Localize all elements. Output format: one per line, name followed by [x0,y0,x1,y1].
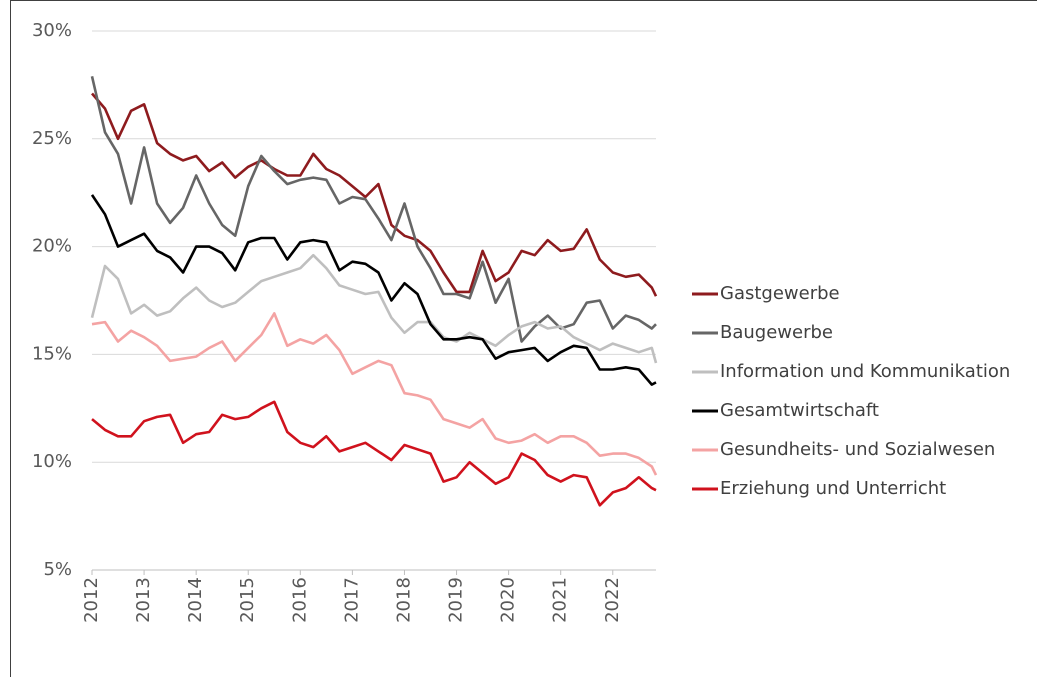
legend-label: Baugewerbe [720,322,833,343]
x-tick-label: 2015 [237,577,258,623]
y-tick-label: 15% [32,343,72,364]
x-tick-label: 2021 [550,577,571,623]
y-tick-label: 5% [43,559,72,580]
x-tick-label: 2012 [81,577,102,623]
series-line [91,400,657,507]
y-tick-label: 10% [32,451,72,472]
x-tick-label: 2016 [289,577,310,623]
y-tick-label: 30% [32,20,72,41]
series-line [90,253,658,364]
legend-label: Gesamtwirtschaft [720,400,879,421]
legend-label: Information und Kommunikation [720,361,1010,382]
y-tick-label: 20% [32,236,72,257]
frame [10,0,1037,677]
x-tick-label: 2013 [133,577,154,623]
series-line [90,194,657,386]
legend-label: Erziehung und Unterricht [720,478,946,499]
x-tick-label: 2017 [341,577,362,623]
series-line [91,92,658,297]
x-tick-label: 2020 [498,577,519,623]
legend-label: Gesundheits- und Sozialwesen [720,439,995,460]
series-line [91,312,658,476]
series-line [90,76,657,343]
x-tick-label: 2022 [602,577,623,623]
x-tick-label: 2018 [393,577,414,623]
legend-label: Gastgewerbe [720,283,840,304]
y-tick-label: 25% [32,128,72,149]
x-tick-label: 2019 [446,577,467,623]
x-tick-label: 2014 [185,577,206,623]
